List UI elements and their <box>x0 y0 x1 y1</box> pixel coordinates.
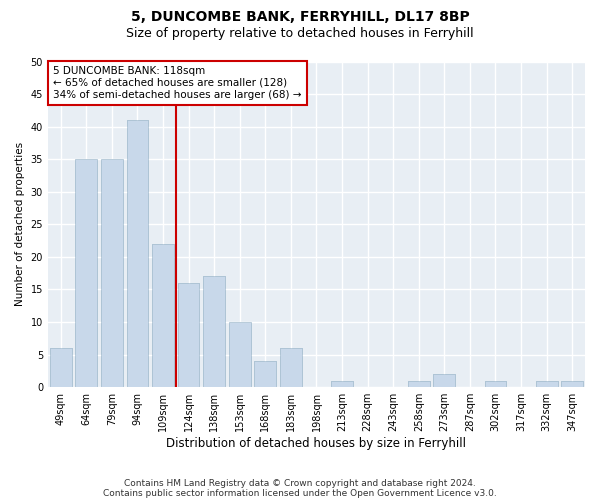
Bar <box>127 120 148 387</box>
Bar <box>76 159 97 387</box>
Text: Contains HM Land Registry data © Crown copyright and database right 2024.: Contains HM Land Registry data © Crown c… <box>124 478 476 488</box>
Bar <box>229 322 251 387</box>
Bar <box>562 380 583 387</box>
Bar <box>408 380 430 387</box>
Bar <box>331 380 353 387</box>
Text: Size of property relative to detached houses in Ferryhill: Size of property relative to detached ho… <box>126 28 474 40</box>
Bar <box>50 348 71 387</box>
Bar <box>536 380 557 387</box>
Text: Contains public sector information licensed under the Open Government Licence v3: Contains public sector information licen… <box>103 488 497 498</box>
Bar <box>331 380 353 387</box>
Bar <box>203 276 225 387</box>
Text: 5, DUNCOMBE BANK, FERRYHILL, DL17 8BP: 5, DUNCOMBE BANK, FERRYHILL, DL17 8BP <box>131 10 469 24</box>
Bar <box>485 380 506 387</box>
Y-axis label: Number of detached properties: Number of detached properties <box>15 142 25 306</box>
Bar <box>408 380 430 387</box>
Bar <box>101 159 123 387</box>
Bar <box>485 380 506 387</box>
Bar <box>101 159 123 387</box>
Bar <box>76 159 97 387</box>
Bar <box>203 276 225 387</box>
Bar <box>280 348 302 387</box>
Bar <box>254 361 276 387</box>
Bar <box>433 374 455 387</box>
Bar <box>280 348 302 387</box>
Bar <box>229 322 251 387</box>
Bar <box>152 244 174 387</box>
Bar <box>50 348 71 387</box>
Bar <box>254 361 276 387</box>
Text: 5 DUNCOMBE BANK: 118sqm
← 65% of detached houses are smaller (128)
34% of semi-d: 5 DUNCOMBE BANK: 118sqm ← 65% of detache… <box>53 66 302 100</box>
X-axis label: Distribution of detached houses by size in Ferryhill: Distribution of detached houses by size … <box>166 437 466 450</box>
Bar <box>562 380 583 387</box>
Bar <box>178 283 199 387</box>
Bar <box>127 120 148 387</box>
Bar <box>433 374 455 387</box>
Bar <box>536 380 557 387</box>
Bar <box>152 244 174 387</box>
Bar <box>178 283 199 387</box>
